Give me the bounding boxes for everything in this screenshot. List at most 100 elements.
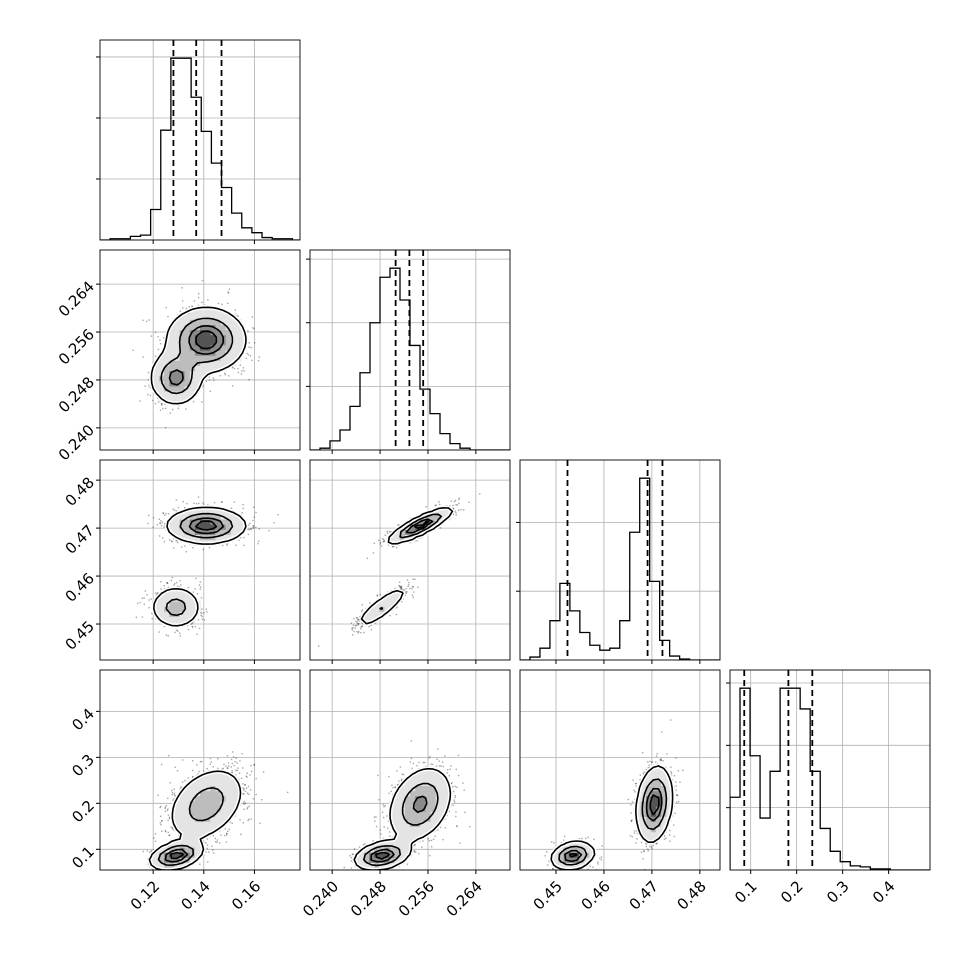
scatter-point [453, 500, 456, 503]
density-cell [184, 529, 191, 535]
density-cell [220, 360, 227, 366]
scatter-point [252, 527, 254, 529]
scatter-point [458, 498, 460, 501]
density-cell [184, 380, 191, 387]
scatter-point [438, 503, 441, 506]
scatter-point [398, 581, 401, 583]
density-cell [215, 365, 222, 372]
density-cell [169, 524, 175, 530]
density-cell [194, 365, 201, 372]
density-cell [179, 616, 186, 623]
density-cell [225, 344, 232, 351]
density-cell [174, 329, 181, 336]
density-cell [189, 513, 196, 520]
density-cell [189, 355, 196, 361]
density-cell [225, 360, 232, 366]
density-cell [205, 513, 211, 520]
scatter-point [411, 588, 413, 590]
density-cell [169, 355, 175, 361]
density-cell [215, 329, 222, 336]
density-cell [215, 513, 222, 520]
scatter-point [351, 627, 353, 629]
density-cell [368, 611, 375, 618]
density-cell [215, 308, 222, 315]
scatter-point [191, 622, 193, 624]
scatter-point [438, 501, 440, 503]
density-cell [194, 329, 201, 336]
scatter-point [252, 327, 254, 329]
density-cell [189, 339, 196, 346]
density-cell [164, 344, 170, 351]
scatter-point [395, 613, 398, 616]
scatter-point [376, 595, 378, 597]
scatter-point [156, 592, 158, 595]
density-cell [220, 355, 227, 361]
scatter-point [198, 584, 201, 586]
scatter-point [174, 582, 176, 585]
density-cell [179, 601, 186, 607]
density-cell [215, 508, 222, 515]
scatter-point [361, 609, 364, 611]
scatter-point [135, 616, 138, 618]
scatter-point [155, 618, 157, 620]
density-cell [225, 329, 232, 336]
scatter-point [173, 509, 176, 512]
density-cell [415, 524, 421, 530]
density-cell [174, 385, 181, 392]
density-cell [179, 391, 186, 397]
scatter-point [181, 287, 183, 289]
density-cell [189, 606, 196, 612]
scatter-point [456, 504, 459, 506]
y-tick-label: 0.45 [62, 617, 98, 653]
scatter-point [250, 346, 252, 349]
density-cell [215, 534, 222, 541]
scatter-point [147, 514, 150, 517]
scatter-point [177, 506, 180, 509]
panel-0-0 [96, 39, 301, 244]
density-cell [179, 606, 186, 612]
density-cell [225, 334, 232, 341]
scatter-point [200, 597, 203, 599]
density-cell [169, 350, 175, 356]
scatter-point [249, 528, 252, 530]
density-cell [205, 324, 211, 331]
density-cell [194, 518, 201, 525]
density-cell [169, 339, 175, 346]
density-cell [210, 314, 216, 320]
scatter-point [178, 585, 181, 588]
scatter-point [162, 337, 165, 339]
scatter-point [252, 525, 255, 528]
scatter-point [361, 625, 363, 627]
y-tick-label: 0.248 [55, 373, 98, 416]
density-cell [179, 524, 186, 530]
density-cell [184, 524, 191, 530]
scatter-point [175, 510, 178, 512]
scatter-point [164, 407, 167, 410]
density-cell [389, 534, 396, 541]
scatter-point [192, 621, 194, 624]
density-cell [179, 396, 186, 402]
y-tick-label: 0.46 [62, 569, 98, 605]
density-cell [179, 324, 186, 331]
contour-line [188, 517, 224, 535]
density-cell [194, 308, 201, 315]
density-cell [394, 590, 401, 597]
density-cell [210, 513, 216, 520]
y-tick-label: 0.264 [55, 277, 98, 320]
scatter-point [248, 528, 251, 531]
scatter-point [360, 632, 362, 634]
density-cell [205, 350, 211, 356]
scatter-point [200, 614, 202, 617]
scatter-point [157, 336, 159, 338]
density-cell [210, 365, 216, 372]
scatter-point [221, 501, 223, 503]
density-cell [220, 324, 227, 331]
scatter-point [257, 542, 259, 545]
scatter-point [146, 594, 148, 596]
scatter-point [404, 591, 407, 593]
density-cell [174, 365, 181, 372]
scatter-point [379, 543, 382, 545]
scatter-point [157, 401, 160, 403]
density-cell [184, 355, 191, 361]
density-cell [189, 611, 196, 618]
